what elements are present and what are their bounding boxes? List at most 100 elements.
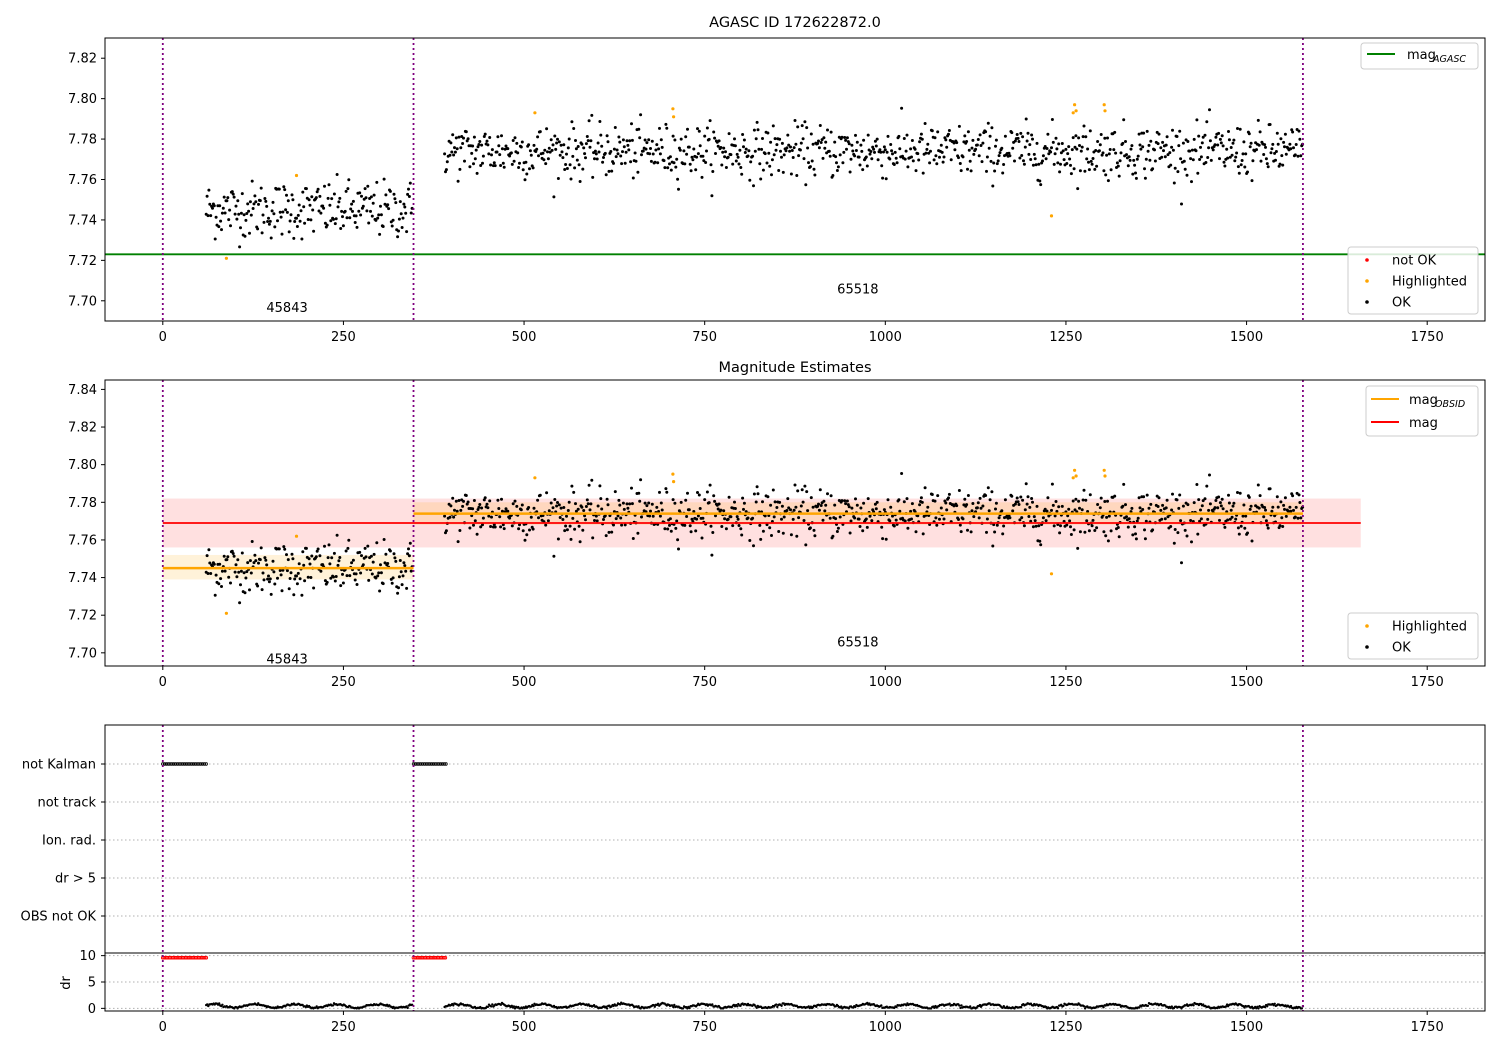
ok-point	[565, 528, 569, 532]
ok-point	[771, 488, 775, 492]
ok-point	[958, 162, 962, 165]
ok-point	[458, 167, 462, 171]
ok-point	[631, 537, 635, 540]
ok-point	[811, 142, 815, 146]
ok-point	[1032, 515, 1036, 519]
ok-point	[549, 138, 553, 142]
x-tick-label: 1750	[1411, 1020, 1444, 1035]
ok-point	[556, 501, 559, 504]
ok-point	[470, 151, 474, 155]
ok-point	[986, 486, 990, 490]
ok-point	[829, 494, 833, 498]
ok-point	[676, 538, 680, 542]
ok-point	[562, 143, 566, 147]
ok-point	[350, 561, 354, 565]
ok-point	[448, 153, 452, 157]
ok-point	[262, 578, 266, 582]
ok-point	[1199, 155, 1203, 159]
ok-point	[508, 154, 512, 158]
ok-point	[723, 517, 727, 521]
ok-point	[1248, 145, 1252, 149]
ok-point	[834, 517, 838, 521]
ok-point	[1039, 183, 1043, 187]
dr-point	[847, 1007, 850, 1010]
ok-point	[256, 584, 260, 588]
ok-point	[1102, 530, 1106, 534]
ok-point	[531, 166, 535, 170]
ok-point	[977, 154, 981, 158]
ok-point	[1183, 167, 1187, 171]
ok-point	[612, 161, 615, 165]
ok-point	[610, 530, 614, 534]
ok-point	[1265, 523, 1269, 527]
ok-point	[710, 553, 714, 557]
flag-point	[438, 762, 443, 766]
ok-point	[297, 562, 301, 566]
ok-point	[209, 572, 213, 575]
ok-point	[919, 132, 923, 136]
ok-point	[1208, 108, 1211, 112]
ok-point	[821, 518, 825, 522]
ok-point	[487, 514, 491, 518]
ok-point	[606, 140, 610, 144]
ok-point	[1145, 129, 1149, 133]
ok-point	[688, 524, 692, 528]
ok-point	[1204, 161, 1208, 164]
ok-point	[219, 219, 223, 223]
ok-point	[625, 502, 629, 506]
ok-point	[1053, 514, 1057, 518]
ok-point	[593, 149, 597, 153]
ok-point	[1086, 147, 1090, 151]
ok-point	[393, 556, 397, 560]
ok-point	[949, 158, 953, 162]
ok-point	[913, 147, 917, 151]
ok-point	[1041, 154, 1045, 158]
ok-point	[855, 503, 859, 507]
ok-point	[1029, 519, 1033, 523]
ok-point	[1139, 147, 1143, 151]
ok-point	[752, 492, 756, 496]
ok-point	[952, 141, 956, 145]
ok-point	[211, 206, 214, 210]
ok-point	[845, 136, 849, 140]
ok-point	[686, 491, 689, 495]
ok-point	[379, 571, 383, 575]
ok-point	[804, 183, 808, 187]
ok-point	[1185, 173, 1189, 177]
ok-point	[1142, 131, 1146, 135]
ok-point	[248, 200, 252, 204]
ok-point	[1002, 163, 1006, 166]
ok-point	[566, 146, 570, 150]
ok-point	[475, 171, 479, 175]
ok-point	[1025, 502, 1029, 506]
ok-point	[456, 179, 460, 183]
ok-point	[270, 209, 274, 213]
dr-point	[681, 1007, 685, 1010]
ok-point	[883, 148, 887, 152]
ok-point	[1136, 516, 1140, 520]
ok-point	[643, 138, 647, 142]
ok-point	[659, 138, 663, 142]
ok-point	[620, 162, 624, 166]
ok-point	[763, 152, 767, 156]
ok-point	[525, 533, 529, 537]
ok-point	[1003, 134, 1007, 138]
ok-point	[407, 187, 410, 191]
ok-point	[483, 496, 487, 500]
ok-point	[802, 519, 806, 522]
ok-point	[250, 540, 254, 543]
ok-point	[809, 132, 813, 136]
ok-point	[517, 527, 521, 531]
ok-point	[850, 143, 854, 147]
ok-point	[711, 170, 715, 173]
ok-point	[763, 514, 767, 518]
ok-point	[648, 514, 652, 518]
ok-point	[664, 122, 668, 126]
ok-point	[325, 223, 329, 227]
ok-point	[633, 151, 637, 155]
ok-point	[355, 225, 359, 229]
ok-point	[818, 488, 822, 492]
ok-point	[271, 200, 275, 204]
ok-point	[458, 529, 462, 532]
ok-point	[785, 509, 789, 512]
